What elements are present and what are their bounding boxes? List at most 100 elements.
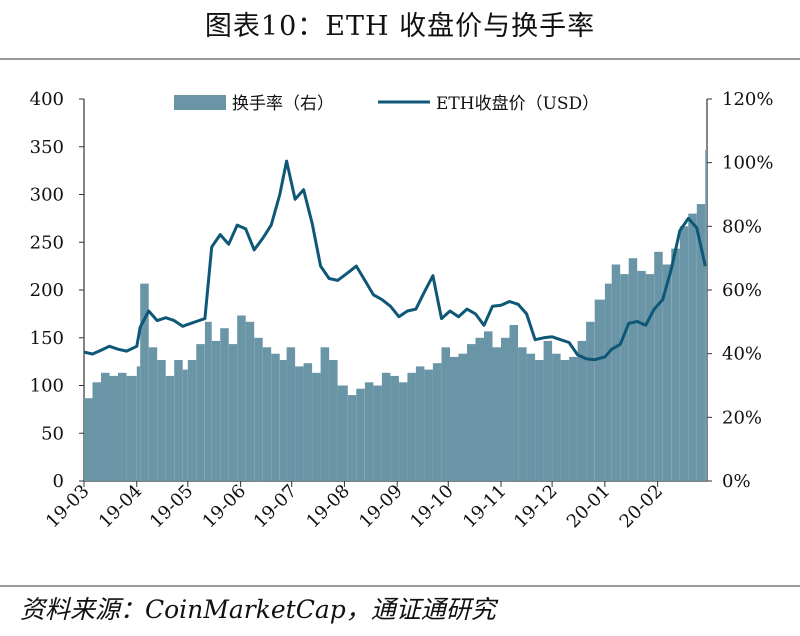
turnover-bar xyxy=(271,353,280,481)
turnover-bar xyxy=(228,344,238,481)
left-tick-label: 150 xyxy=(30,328,64,349)
x-tick-label: 19-08 xyxy=(302,481,354,533)
turnover-bar xyxy=(237,315,246,481)
turnover-bar xyxy=(245,321,255,481)
right-tick-label: 100% xyxy=(722,153,773,174)
turnover-bar xyxy=(450,356,459,481)
left-tick-label: 400 xyxy=(30,89,64,110)
right-tick-label: 60% xyxy=(722,280,762,301)
turnover-bar xyxy=(569,356,578,481)
turnover-bar xyxy=(604,283,612,481)
turnover-bar xyxy=(679,226,689,481)
turnover-bar xyxy=(320,347,330,481)
turnover-bar xyxy=(424,369,433,481)
x-axis-ticks: 19-03 19-04 19-05 19-06 19-07 19-08 19-09 19-10… xyxy=(42,481,667,533)
turnover-bar xyxy=(381,372,391,481)
turnover-bar xyxy=(211,340,221,481)
turnover-bar xyxy=(220,328,229,481)
turnover-bar xyxy=(254,337,263,482)
x-tick-label: 19-07 xyxy=(250,481,302,533)
turnover-bar xyxy=(148,347,158,481)
x-tick-label: 19-06 xyxy=(199,481,251,533)
turnover-bar xyxy=(295,366,304,481)
turnover-bar xyxy=(637,270,646,481)
turnover-bar xyxy=(543,340,553,481)
turnover-bar xyxy=(441,347,450,481)
turnover-bar xyxy=(84,398,93,481)
left-tick-label: 250 xyxy=(30,232,64,253)
turnover-bar xyxy=(329,360,338,481)
x-tick-label: 19-12 xyxy=(510,481,562,533)
turnover-bar xyxy=(347,395,357,481)
right-axis-ticks: 0% 20% 40% 60% 80% 100% 120% xyxy=(707,89,773,492)
right-tick-label: 120% xyxy=(722,89,773,110)
turnover-bar xyxy=(415,366,425,481)
turnover-bar xyxy=(688,213,697,481)
turnover-bar xyxy=(586,321,595,481)
x-tick-label: 20-02 xyxy=(616,481,668,533)
turnover-bar xyxy=(118,372,127,481)
turnover-bar xyxy=(312,372,321,481)
turnover-bar xyxy=(286,347,296,481)
left-tick-label: 100 xyxy=(30,376,64,397)
x-tick-label: 19-11 xyxy=(459,481,511,533)
left-tick-label: 350 xyxy=(30,137,64,158)
turnover-bar xyxy=(475,337,484,482)
turnover-bar xyxy=(467,344,476,481)
turnover-bar xyxy=(136,366,141,481)
turnover-bar xyxy=(109,375,118,481)
turnover-bar xyxy=(671,248,680,481)
turnover-bar xyxy=(126,375,137,481)
turnover-bar xyxy=(509,325,518,481)
right-tick-label: 40% xyxy=(722,344,762,365)
turnover-bar xyxy=(705,149,707,481)
turnover-bar xyxy=(620,274,629,481)
turnover-bar xyxy=(628,258,638,481)
left-tick-label: 50 xyxy=(41,423,64,444)
left-tick-label: 300 xyxy=(30,185,64,206)
turnover-bar xyxy=(577,340,587,481)
bottom-rule xyxy=(0,585,800,587)
turnover-bar xyxy=(407,372,416,481)
turnover-bar xyxy=(174,360,183,481)
turnover-bar xyxy=(552,353,561,481)
eth-chart: 0 50 100 150 200 250 300 350 400 0% 20% 40% 60% 80% 1… xyxy=(30,89,774,533)
turnover-bar xyxy=(492,347,501,481)
turnover-bar xyxy=(645,274,655,481)
legend-swatch-turnover xyxy=(174,95,226,110)
top-rule xyxy=(0,58,800,60)
turnover-bar xyxy=(356,388,365,481)
legend-label-price: ETH收盘价（USD） xyxy=(436,94,599,114)
legend-label-turnover: 换手率（右） xyxy=(232,94,334,114)
turnover-bar xyxy=(526,353,536,481)
turnover-bar xyxy=(157,360,166,481)
turnover-bar xyxy=(696,204,706,481)
figure-title: 图表10：ETH 收盘价与换手率 xyxy=(204,11,596,42)
turnover-bar xyxy=(390,375,399,481)
x-tick-label: 19-09 xyxy=(355,481,407,533)
turnover-bar xyxy=(432,363,442,481)
right-tick-label: 20% xyxy=(722,407,762,428)
eth-price-line xyxy=(83,159,707,362)
turnover-bar xyxy=(560,360,570,481)
turnover-bar xyxy=(92,382,101,481)
left-axis-ticks: 0 50 100 150 200 250 300 350 400 xyxy=(30,89,84,492)
left-tick-label: 0 xyxy=(53,471,64,492)
right-tick-label: 80% xyxy=(722,216,762,237)
left-tick-label: 200 xyxy=(30,280,64,301)
turnover-bar xyxy=(101,372,110,481)
legend: 换手率（右） ETH收盘价（USD） xyxy=(174,94,599,114)
turnover-bar xyxy=(364,382,374,481)
turnover-bar xyxy=(484,331,493,481)
turnover-bar xyxy=(654,251,663,481)
x-tick-label: 20-01 xyxy=(563,481,615,533)
turnover-bar xyxy=(303,363,313,481)
price-line-layer xyxy=(83,159,707,362)
turnover-bar xyxy=(611,264,621,481)
turnover-bar xyxy=(279,360,287,481)
turnover-bar xyxy=(262,347,272,481)
x-tick-label: 19-10 xyxy=(406,481,458,533)
turnover-bar xyxy=(373,385,382,481)
right-tick-label: 0% xyxy=(722,471,751,492)
turnover-bar xyxy=(398,382,408,481)
